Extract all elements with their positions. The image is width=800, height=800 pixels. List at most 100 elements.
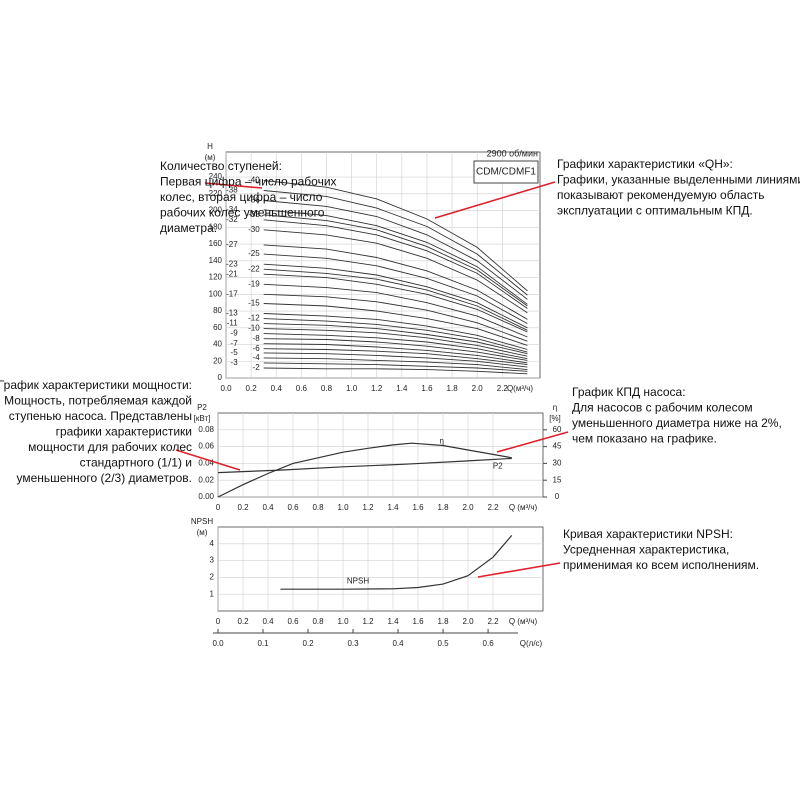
x-tick-label: 1.6 — [412, 503, 424, 512]
x-tick-label: 0 — [216, 503, 221, 512]
series-line — [263, 348, 528, 366]
annotation-text: ступенью насоса. Представлены — [9, 409, 192, 423]
y-tick-label: 4 — [210, 539, 215, 548]
y-tick-label: 0.02 — [198, 475, 214, 484]
stage-label: -11 — [227, 319, 239, 328]
y-tick-label: 120 — [209, 273, 223, 282]
series-label: η — [440, 436, 444, 445]
y-tick-label: 20 — [213, 356, 222, 365]
x-tick-label: 1.4 — [387, 503, 399, 512]
stage-label: -15 — [248, 299, 260, 308]
y-axis-label: P2 — [197, 403, 207, 412]
y-tick-label: 40 — [213, 340, 222, 349]
annotation-text: Графики, указанные выделенными линиями, — [557, 173, 800, 187]
series-line — [263, 180, 528, 292]
stage-label: -2 — [253, 363, 261, 372]
series-line — [263, 293, 528, 342]
y-tick-label: 240 — [209, 172, 223, 181]
x-tick-label: 0.4 — [271, 384, 283, 393]
annotation-text: Первая цифра – число рабочих — [160, 175, 337, 189]
series-line — [263, 214, 528, 307]
series-line — [263, 338, 528, 361]
y-tick-label: 200 — [209, 206, 223, 215]
y2-tick-label: 0 — [555, 492, 560, 501]
y-tick-label: 3 — [210, 556, 215, 565]
y-tick-label: 80 — [213, 306, 222, 315]
series-line — [263, 244, 528, 320]
pointer-line — [477, 562, 561, 578]
stage-label: -33 — [248, 210, 260, 219]
x2-tick-label: 0.3 — [347, 639, 359, 648]
stage-label: -19 — [248, 279, 260, 288]
stage-label: -8 — [253, 334, 261, 343]
stage-label: -32 — [226, 215, 238, 224]
x-tick-label: 2.2 — [497, 384, 509, 393]
annotation-text: стандартного (1/1) и — [80, 456, 192, 470]
x-tick-label: 0.6 — [296, 384, 308, 393]
x-tick-label: 1.6 — [412, 617, 424, 626]
annotation-text: Мощность, потребляемая каждой — [4, 394, 192, 408]
x-tick-label: 0.4 — [262, 503, 274, 512]
series-line — [263, 333, 528, 360]
stage-label: -36 — [248, 196, 260, 205]
plot-frame — [217, 526, 544, 612]
y-tick-label: 160 — [209, 239, 223, 248]
x-tick-label: 0.8 — [312, 617, 324, 626]
series-line — [263, 190, 528, 296]
y2-tick-label: 60 — [553, 425, 562, 434]
series-line — [263, 273, 528, 333]
series-line — [263, 357, 528, 371]
y-tick-label: 0.04 — [198, 459, 214, 468]
stage-label: -7 — [231, 339, 239, 348]
stage-label: -23 — [226, 259, 238, 268]
stage-label: -12 — [248, 314, 260, 323]
y-tick-label: 0.06 — [198, 442, 214, 451]
stage-label: -6 — [253, 344, 261, 353]
x2-tick-label: 0.1 — [257, 639, 269, 648]
y-tick-label: 0 — [218, 373, 223, 382]
stage-label: -22 — [248, 264, 260, 273]
annotation-text: диаметра. — [160, 221, 217, 235]
x-tick-label: 1.0 — [337, 503, 349, 512]
pointer-line — [204, 182, 263, 189]
y-axis-label: H — [207, 142, 213, 151]
stage-label: -25 — [248, 249, 260, 258]
y2-tick-label: 45 — [553, 442, 562, 451]
series-line — [263, 318, 528, 353]
stage-label: -9 — [231, 329, 239, 338]
series-line — [263, 200, 528, 300]
x-tick-label: 1.2 — [371, 384, 383, 393]
y-axis-label: (м) — [197, 528, 208, 537]
annotation-text: применимая ко всем исполнениям. — [563, 558, 759, 572]
x-tick-label: 2.0 — [462, 503, 474, 512]
series-label: NPSH — [347, 576, 369, 585]
series-line — [280, 535, 513, 590]
model-label: CDM/CDMF1 — [476, 167, 536, 178]
annotation-text: Усредненная характеристика, — [563, 543, 729, 557]
series-line — [263, 219, 528, 309]
x-tick-label: 0.8 — [321, 384, 333, 393]
stage-label: -17 — [226, 289, 238, 298]
x-tick-label: 1.0 — [337, 617, 349, 626]
x-axis-label: Q (м³/ч) — [509, 617, 538, 626]
series-line — [263, 323, 528, 355]
x-tick-label: 0 — [216, 617, 221, 626]
series-line — [263, 209, 528, 305]
y-tick-label: 140 — [209, 256, 223, 265]
annotation-text: чем показано на графике. — [572, 432, 717, 446]
stage-label: -27 — [226, 240, 238, 249]
series-line — [263, 328, 528, 357]
series-line — [217, 442, 512, 498]
x-tick-label: 2.0 — [472, 384, 484, 393]
x-tick-label: 2.2 — [487, 617, 499, 626]
annotation-text: графики характеристики — [56, 425, 192, 439]
series-label: P2 — [493, 461, 503, 470]
x-tick-label: 1.4 — [387, 617, 399, 626]
x-tick-label: 0.2 — [237, 617, 249, 626]
y-tick-label: 2 — [210, 573, 215, 582]
y-tick-label: 60 — [213, 323, 222, 332]
stage-label: -30 — [248, 225, 260, 234]
x2-tick-label: 0.0 — [212, 639, 224, 648]
